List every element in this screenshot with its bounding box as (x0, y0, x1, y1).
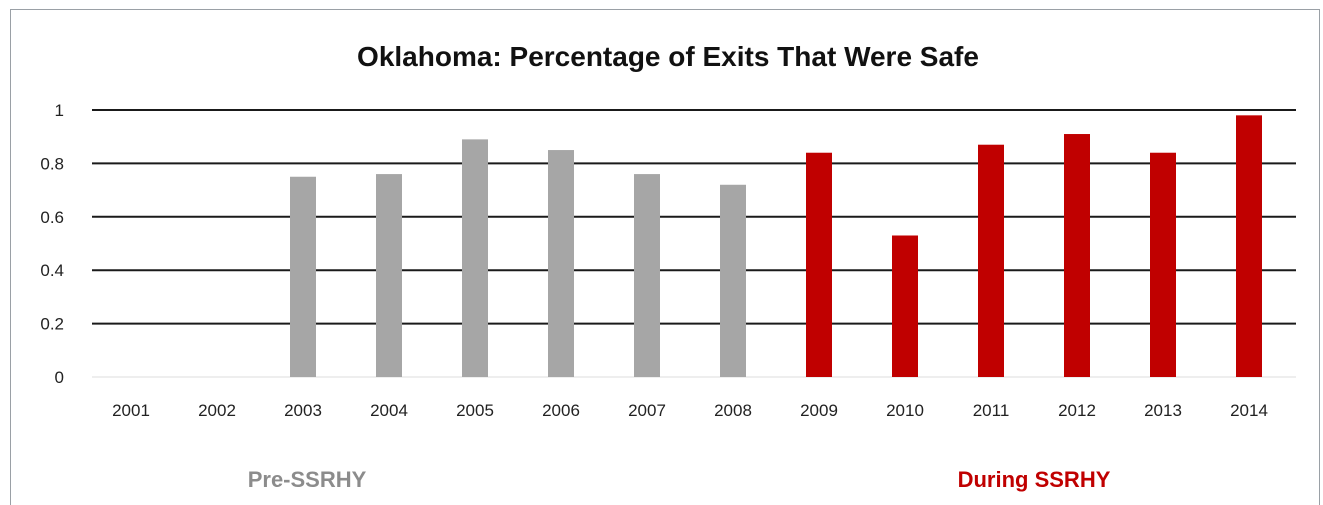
y-axis-ticks: 0 0.2 0.4 0.6 0.8 1 (40, 101, 64, 387)
bar-2014 (1236, 115, 1262, 377)
period-labels: Pre-SSRHY During SSRHY (248, 467, 1111, 492)
x-tick-label: 2014 (1230, 401, 1268, 420)
x-axis-ticks: 2001 2002 2003 2004 2005 2006 2007 2008 2009 2010… (112, 401, 1268, 420)
bar-2004 (376, 174, 402, 377)
period-label: During SSRHY (958, 467, 1111, 492)
y-tick-label: 0.4 (40, 261, 64, 280)
y-tick-label: 0 (55, 368, 64, 387)
x-tick-label: 2005 (456, 401, 494, 420)
x-tick-label: 2009 (800, 401, 838, 420)
bar-2009 (806, 152, 832, 377)
x-tick-label: 2013 (1144, 401, 1182, 420)
x-tick-label: 2004 (370, 401, 408, 420)
x-tick-label: 2012 (1058, 401, 1096, 420)
bar-2010 (892, 235, 918, 377)
chart-frame (10, 9, 1320, 505)
x-tick-label: 2001 (112, 401, 150, 420)
y-tick-label: 0.8 (40, 154, 64, 173)
x-tick-label: 2007 (628, 401, 666, 420)
chart-title: Oklahoma: Percentage of Exits That Were … (357, 41, 979, 72)
bar-2005 (462, 139, 488, 377)
y-tick-label: 1 (55, 101, 64, 120)
bar-2006 (548, 150, 574, 377)
bar-2007 (634, 174, 660, 377)
bar-2012 (1064, 134, 1090, 377)
x-tick-label: 2010 (886, 401, 924, 420)
x-tick-label: 2006 (542, 401, 580, 420)
x-tick-label: 2003 (284, 401, 322, 420)
bars (290, 115, 1262, 377)
x-tick-label: 2011 (973, 401, 1010, 420)
y-tick-label: 0.6 (40, 208, 64, 227)
x-tick-label: 2002 (198, 401, 236, 420)
x-tick-label: 2008 (714, 401, 752, 420)
gridlines (92, 109, 1296, 378)
bar-2003 (290, 176, 316, 377)
bar-2013 (1150, 152, 1176, 377)
bar-2011 (978, 144, 1004, 377)
bar-2008 (720, 184, 746, 377)
y-tick-label: 0.2 (40, 315, 64, 334)
period-label: Pre-SSRHY (248, 467, 367, 492)
